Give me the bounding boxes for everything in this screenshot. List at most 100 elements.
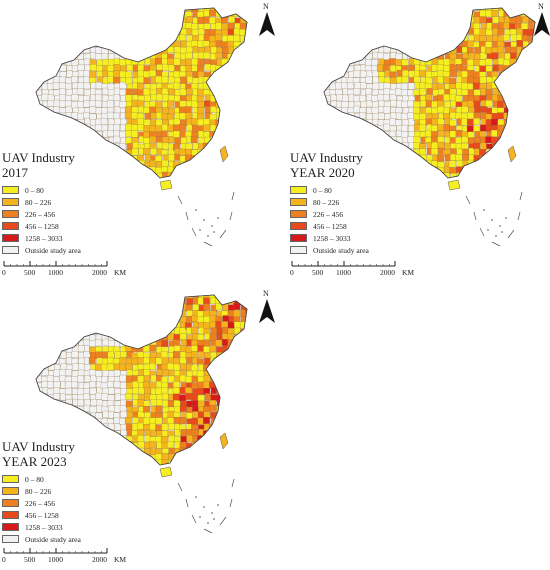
scale-tick-label: 1000 [48, 268, 63, 277]
scale-tick-label: 2000 [380, 268, 395, 277]
legend-swatch [290, 210, 307, 218]
legend-label: 0 – 80 [25, 474, 44, 484]
legend-label: 1258 – 3033 [25, 233, 63, 243]
scale-tick-label: 1000 [336, 268, 351, 277]
china-map-2020 [323, 7, 536, 247]
hainan-region [159, 466, 173, 478]
legend-swatch [2, 487, 19, 495]
title-line2: YEAR 2020 [290, 165, 355, 180]
legend-swatch [290, 234, 307, 242]
scale-tick-label: 2000 [92, 268, 107, 277]
legend-item: 226 – 456 [2, 208, 81, 220]
legend-label: Outside study area [25, 534, 81, 544]
legend-label: 80 – 226 [25, 197, 52, 207]
south-china-sea-islands [465, 191, 523, 247]
legend: 0 – 80 80 – 226 226 – 456 456 – 1258 1258 – … [2, 184, 81, 256]
legend-swatch [2, 511, 19, 519]
hainan-region [447, 179, 461, 191]
legend-item: 456 – 1258 [2, 509, 81, 521]
china-map-2023 [35, 294, 248, 534]
map-panel-2017: UAV Industry 2017 0 – 80 80 – 226 226 – 45… [0, 0, 275, 283]
title-line2: 2017 [2, 165, 28, 180]
legend-item-outside: Outside study area [290, 244, 369, 256]
map-panel-2023: UAV Industry YEAR 2023 0 – 80 80 – 226 226… [0, 287, 275, 570]
legend-label: 0 – 80 [313, 185, 332, 195]
legend-swatch [2, 198, 19, 206]
legend-label: 456 – 1258 [25, 510, 59, 520]
legend-swatch [2, 246, 19, 254]
scale-tick-label: 2000 [92, 555, 107, 564]
legend-label: 80 – 226 [25, 486, 52, 496]
scale-tick-label: 0 [2, 555, 6, 564]
china-map-2017 [35, 7, 248, 247]
taiwan-region [219, 432, 229, 450]
legend-item: 226 – 456 [2, 497, 81, 509]
scale-bar-graphic [3, 548, 108, 554]
legend-label: 0 – 80 [25, 185, 44, 195]
north-arrow-icon: N [257, 289, 277, 325]
legend-label: 80 – 226 [313, 197, 340, 207]
legend-label: 456 – 1258 [25, 221, 59, 231]
legend-swatch [290, 222, 307, 230]
legend-item-outside: Outside study area [2, 533, 81, 545]
map-title: UAV Industry 2017 [2, 150, 75, 180]
title-line2: YEAR 2023 [2, 454, 67, 469]
north-arrow-icon: N [257, 2, 277, 38]
legend-item: 0 – 80 [2, 473, 81, 485]
legend-label: Outside study area [25, 245, 81, 255]
legend-swatch [2, 535, 19, 543]
legend-swatch [290, 186, 307, 194]
scale-tick-label: 500 [24, 268, 36, 277]
legend-label: 226 – 456 [25, 498, 55, 508]
hainan-region [159, 179, 173, 191]
legend-item: 0 – 80 [2, 184, 81, 196]
scale-bar-graphic [291, 261, 396, 267]
legend-swatch [290, 198, 307, 206]
north-arrow-shape [259, 12, 275, 36]
north-label: N [263, 289, 269, 298]
legend-item: 1258 – 3033 [290, 232, 369, 244]
map-panel-2020: UAV Industry YEAR 2020 0 – 80 80 – 226 226… [288, 0, 550, 283]
south-china-sea-islands [177, 478, 235, 534]
scale-tick-label: 0 [290, 268, 294, 277]
title-line1: UAV Industry [290, 150, 363, 165]
north-label: N [538, 2, 544, 11]
title-line1: UAV Industry [2, 439, 75, 454]
legend-swatch [2, 523, 19, 531]
legend: 0 – 80 80 – 226 226 – 456 456 – 1258 1258 – … [2, 473, 81, 545]
legend-swatch [2, 499, 19, 507]
scale-bar-graphic [3, 261, 108, 267]
legend-swatch [2, 210, 19, 218]
legend-label: Outside study area [313, 245, 369, 255]
legend-item-outside: Outside study area [2, 244, 81, 256]
scale-tick-label: 500 [312, 268, 324, 277]
legend-item: 1258 – 3033 [2, 521, 81, 533]
scale-tick-label: 1000 [48, 555, 63, 564]
taiwan-region [507, 145, 517, 163]
legend-swatch [2, 222, 19, 230]
legend-label: 1258 – 3033 [25, 522, 63, 532]
south-china-sea-islands [177, 191, 235, 247]
legend-swatch [2, 186, 19, 194]
legend-label: 226 – 456 [25, 209, 55, 219]
legend-item: 80 – 226 [2, 196, 81, 208]
north-arrow-shape [259, 299, 275, 323]
scale-tick-label: 0 [2, 268, 6, 277]
north-arrow-shape [534, 12, 550, 36]
legend: 0 – 80 80 – 226 226 – 456 456 – 1258 1258 – … [290, 184, 369, 256]
title-line1: UAV Industry [2, 150, 75, 165]
taiwan-region [219, 145, 229, 163]
north-label: N [263, 2, 269, 11]
legend-item: 1258 – 3033 [2, 232, 81, 244]
scale-tick-label: 500 [24, 555, 36, 564]
legend-item: 456 – 1258 [290, 220, 369, 232]
north-arrow-icon: N [532, 2, 550, 38]
legend-item: 80 – 226 [2, 485, 81, 497]
legend-swatch [2, 475, 19, 483]
map-title: UAV Industry YEAR 2023 [2, 439, 75, 469]
legend-label: 226 – 456 [313, 209, 343, 219]
legend-label: 1258 – 3033 [313, 233, 351, 243]
legend-label: 456 – 1258 [313, 221, 347, 231]
map-title: UAV Industry YEAR 2020 [290, 150, 363, 180]
scale-unit: KM [114, 555, 127, 564]
